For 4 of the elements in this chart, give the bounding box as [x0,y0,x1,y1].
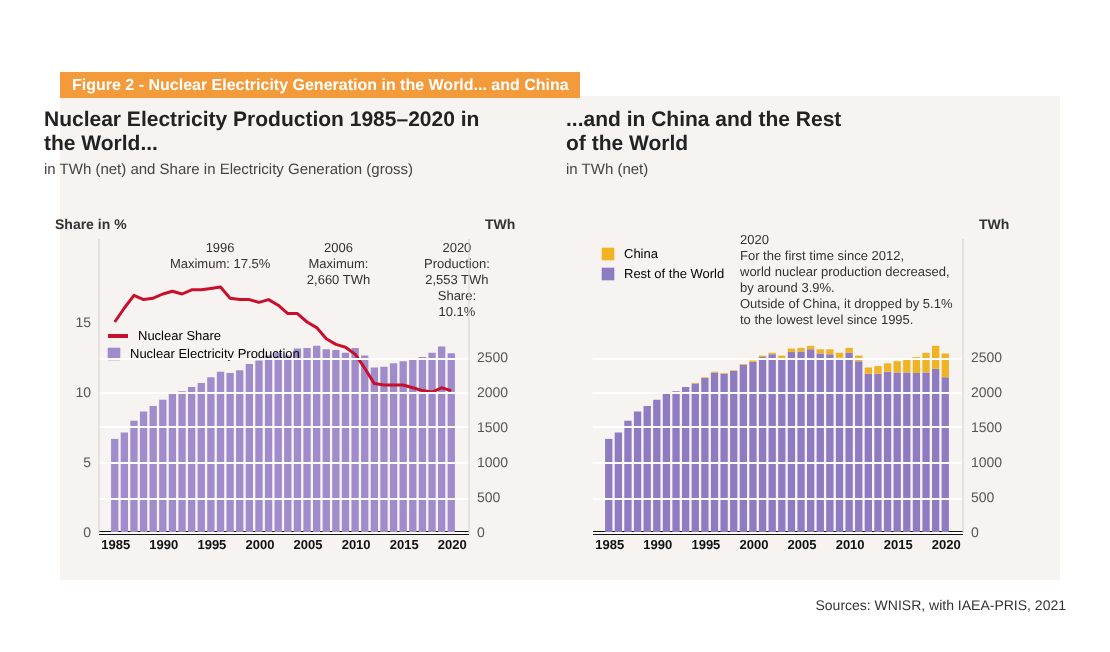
chart-title: ...and in China and the Rest of the World [566,108,844,156]
text: Figure 2 - Nuclear Electricity Generation in the World... and China [60,72,581,98]
chart-title: Nuclear Electricity Production 1985–2020 in the World... [44,108,482,156]
bar [845,347,853,353]
